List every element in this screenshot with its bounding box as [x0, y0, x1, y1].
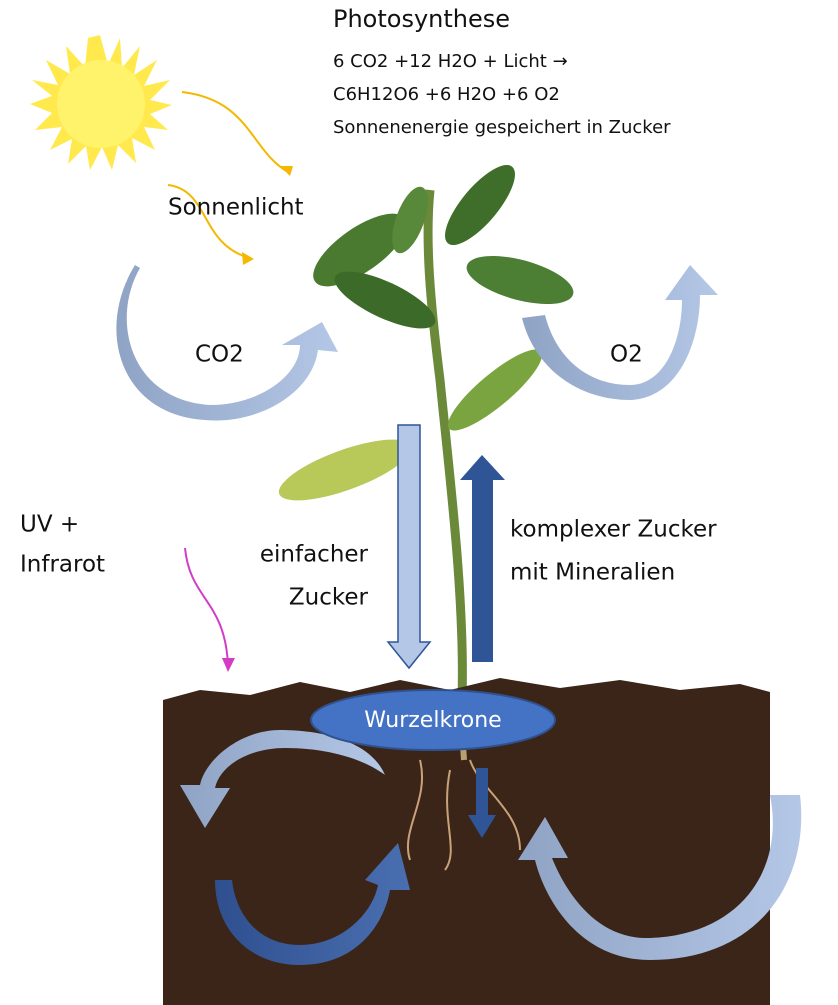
title: Photosynthese — [333, 5, 510, 33]
sunlight-arrow — [182, 92, 288, 172]
sun — [30, 35, 172, 170]
label: komplexer Zucker — [510, 517, 717, 543]
label: O2 — [610, 342, 643, 368]
label: mit Mineralien — [510, 560, 675, 586]
label: Zucker — [289, 585, 369, 611]
arrow-head — [280, 166, 293, 176]
label: Infrarot — [20, 552, 105, 578]
arrow-head — [242, 252, 254, 265]
arrow-head — [222, 658, 235, 672]
formula-note: Sonnenenergie gespeichert in Zucker — [333, 117, 671, 138]
label: CO2 — [195, 342, 244, 368]
complex-sugar-arrow — [460, 455, 505, 662]
formula: 6 CO2 +12 H2O + Licht → — [333, 51, 568, 72]
uv-arrow — [185, 548, 228, 665]
diagram: Photosynthese 6 CO2 +12 H2O + Licht → C6… — [0, 0, 838, 1005]
plant — [272, 155, 578, 700]
root-crown-label: Wurzelkrone — [364, 708, 501, 733]
formula: C6H12O6 +6 H2O +6 O2 — [333, 84, 560, 105]
label: H2O — [768, 737, 818, 763]
label: UV + — [20, 512, 79, 538]
label: einfacher — [260, 542, 369, 568]
label: Sonnenlicht — [168, 195, 304, 221]
